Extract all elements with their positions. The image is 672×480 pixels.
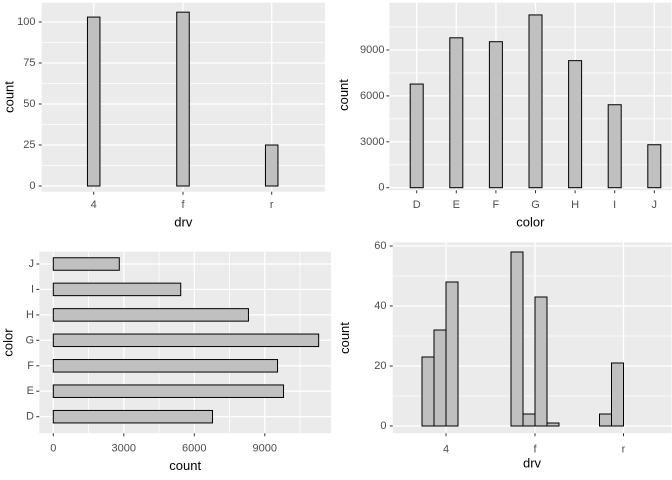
x-tick-label: 4 — [443, 444, 449, 456]
chart-svg-drv-count-grouped: 0 20 40 60 4 f r drv count — [337, 240, 672, 471]
y-tick-label: 0 — [378, 182, 384, 194]
bar-4 — [86, 16, 101, 187]
x-tick-label: f — [181, 199, 185, 211]
bar-f-3 — [534, 296, 548, 427]
y-tick-label: 50 — [23, 98, 35, 110]
bar-H — [52, 308, 249, 322]
y-tick-label: 40 — [374, 300, 386, 312]
bar-I — [607, 104, 622, 189]
chart-svg-drv-count: 0 25 50 75 100 4 f r drv count — [2, 2, 325, 230]
bar-H — [568, 60, 583, 189]
x-tick-label: E — [453, 199, 460, 211]
x-tick-label: F — [493, 199, 500, 211]
y-tick-label: 3000 — [360, 136, 384, 148]
chart-drv-count: 0 25 50 75 100 4 f r drv count — [0, 0, 336, 240]
bar-E — [449, 37, 464, 189]
y-axis-title: color — [1, 328, 16, 357]
y-axis-title: count — [336, 79, 351, 111]
x-tick-label: f — [533, 444, 537, 456]
bar-F — [488, 41, 503, 189]
bar-r-1 — [599, 413, 612, 427]
bar-f-2 — [522, 413, 536, 427]
chart-drv-count-grouped: 0 20 40 60 4 f r drv count — [336, 240, 672, 480]
y-tick-label: E — [27, 385, 34, 397]
x-tick-label: r — [622, 444, 626, 456]
x-tick-label: H — [571, 199, 579, 211]
x-axis-title: count — [169, 458, 201, 473]
bar-4-3 — [445, 281, 459, 427]
y-tick-label: 25 — [23, 139, 35, 151]
x-tick-label: 9000 — [253, 443, 277, 455]
bar-r-2 — [611, 362, 624, 427]
x-tick-label: 0 — [50, 443, 56, 455]
y-tick-label: J — [29, 258, 35, 270]
bar-4-1 — [421, 356, 435, 427]
bar-4-2 — [433, 329, 447, 427]
bar-J — [647, 144, 662, 189]
x-axis-title: color — [516, 215, 545, 230]
x-tick-label: I — [613, 199, 616, 211]
x-tick-label: 4 — [91, 199, 97, 211]
bar-E — [52, 384, 285, 398]
y-axis-title: count — [337, 322, 352, 354]
bar-G — [528, 14, 543, 189]
bar-I — [52, 282, 182, 297]
x-tick-label: D — [413, 199, 421, 211]
bar-r — [264, 144, 279, 187]
bar-G — [52, 333, 320, 348]
y-tick-label: G — [25, 334, 34, 346]
x-axis-title: drv — [523, 456, 542, 471]
y-tick-label: 60 — [374, 240, 386, 252]
y-tick-label: F — [27, 360, 34, 372]
x-tick-label: 6000 — [182, 443, 206, 455]
y-tick-label: 0 — [29, 180, 35, 192]
x-tick-label: G — [531, 199, 540, 211]
bar-f — [176, 11, 190, 187]
bar-J — [52, 257, 120, 271]
x-tick-label: J — [652, 199, 658, 211]
x-axis-title: drv — [174, 215, 193, 230]
x-tick-label: 3000 — [112, 443, 136, 455]
y-tick-label: 6000 — [360, 90, 384, 102]
x-tick-label: r — [270, 199, 274, 211]
y-tick-label: 100 — [17, 16, 35, 28]
y-axis-title: count — [2, 81, 17, 113]
y-tick-label: I — [31, 283, 34, 295]
bar-f-1 — [510, 251, 524, 427]
bar-D — [409, 83, 424, 189]
y-tick-label: H — [26, 309, 34, 321]
bar-F — [52, 359, 279, 373]
y-tick-label: 0 — [380, 420, 386, 432]
y-tick-label: 20 — [374, 360, 386, 372]
y-tick-label: D — [26, 411, 34, 423]
y-tick-label: 75 — [23, 57, 35, 69]
bar-D — [52, 409, 214, 424]
bar-f-4 — [546, 422, 560, 427]
y-tick-label: 9000 — [360, 44, 384, 56]
